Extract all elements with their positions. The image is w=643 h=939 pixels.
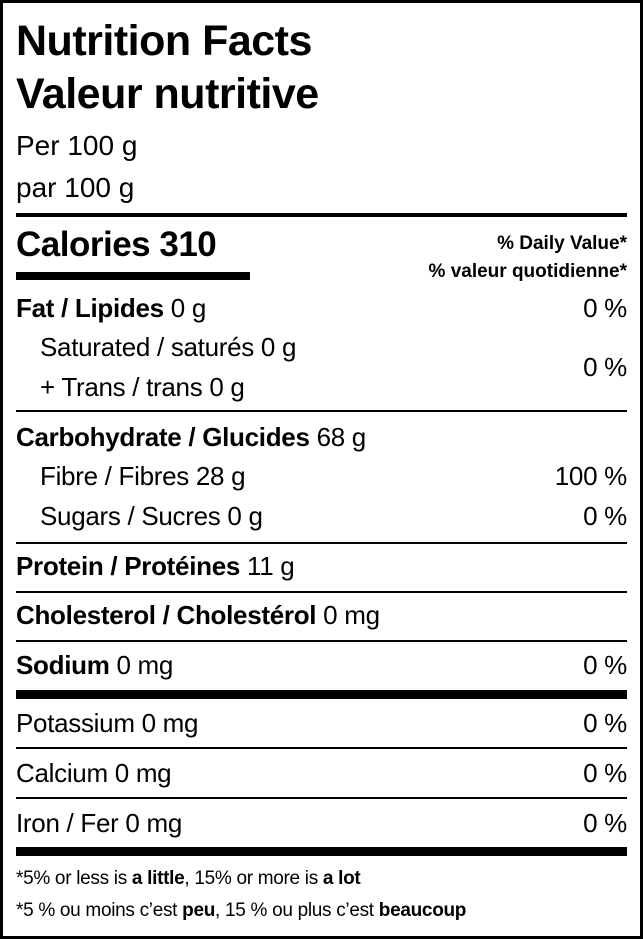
- dv-header-en: % Daily Value*: [497, 233, 627, 254]
- cholesterol-amount: 0 mg: [323, 600, 380, 630]
- cholesterol-label: Cholesterol / Cholestérol: [16, 600, 317, 630]
- saturated-label: Saturated / saturés 0 g: [40, 332, 297, 362]
- serving-en: Per 100 g: [16, 130, 138, 161]
- calories: Calories 310: [16, 224, 217, 266]
- footnote-bold: peu: [182, 900, 216, 921]
- calories-value: 310: [159, 225, 217, 264]
- carbohydrate-amount: 68 g: [316, 422, 367, 452]
- title-fr: Valeur nutritive: [16, 70, 319, 118]
- fat-dv: 0 %: [583, 293, 627, 323]
- footnote-en: *5% or less is a little, 15% or more is …: [16, 867, 361, 891]
- sodium-amount: 0 mg: [116, 650, 174, 680]
- calories-label: Calories: [16, 225, 151, 264]
- footnote-fr: *5 % ou moins c’est peu, 15 % ou plus c’…: [16, 899, 466, 923]
- divider-thick: [16, 847, 627, 856]
- row-sodium: Sodium 0 mg 0 %: [16, 650, 627, 680]
- divider: [16, 747, 627, 749]
- footnote-bold: beaucoup: [378, 900, 467, 921]
- fat-label: Fat / Lipides: [16, 293, 164, 323]
- row-fibre: Fibre / Fibres 28 g 100 %: [16, 461, 627, 491]
- row-saturated: Saturated / saturés 0 g: [16, 332, 627, 362]
- dv-header: % Daily Value* % valeur quotidienne*: [429, 230, 627, 286]
- row-cholesterol: Cholesterol / Cholestérol 0 mg: [16, 600, 627, 630]
- divider-thick: [16, 690, 627, 699]
- trans-label: + Trans / trans 0 g: [40, 372, 245, 402]
- potassium-label: Potassium 0 mg: [16, 708, 199, 738]
- serving-fr: par 100 g: [16, 172, 135, 203]
- row-iron: Iron / Fer 0 mg 0 %: [16, 808, 627, 838]
- title-en: Nutrition Facts: [16, 17, 312, 65]
- protein-label: Protein / Protéines: [16, 551, 241, 581]
- divider: [16, 591, 627, 593]
- fibre-dv: 100 %: [554, 461, 628, 491]
- row-calcium: Calcium 0 mg 0 %: [16, 758, 627, 788]
- potassium-dv: 0 %: [583, 708, 627, 738]
- fat-amount: 0 g: [170, 293, 207, 323]
- divider: [16, 797, 627, 799]
- calcium-label: Calcium 0 mg: [16, 758, 172, 788]
- divider-thick: [16, 213, 627, 217]
- divider: [16, 410, 627, 412]
- iron-dv: 0 %: [583, 808, 627, 838]
- iron-label: Iron / Fer 0 mg: [16, 808, 182, 838]
- sugars-label: Sugars / Sucres 0 g: [40, 501, 263, 531]
- sat-trans-dv: 0 %: [583, 352, 627, 382]
- carbohydrate-label: Carbohydrate / Glucides: [16, 422, 310, 452]
- footnote-text: *5% or less is: [16, 868, 132, 889]
- footnote-bold: a lot: [322, 868, 361, 889]
- divider: [16, 542, 627, 544]
- row-potassium: Potassium 0 mg 0 %: [16, 708, 627, 738]
- calcium-dv: 0 %: [583, 758, 627, 788]
- calories-underline: [16, 272, 250, 280]
- row-fat: Fat / Lipides 0 g 0 %: [16, 293, 627, 323]
- sodium-label: Sodium: [16, 650, 110, 680]
- fibre-label: Fibre / Fibres 28 g: [40, 461, 246, 491]
- protein-amount: 11 g: [246, 551, 295, 581]
- sugars-dv: 0 %: [583, 501, 627, 531]
- footnote-text: *5 % ou moins c’est: [16, 900, 183, 921]
- row-sugars: Sugars / Sucres 0 g 0 %: [16, 501, 627, 531]
- row-trans: + Trans / trans 0 g: [16, 372, 627, 402]
- footnote-text: , 15 % ou plus c’est: [215, 900, 379, 921]
- footnote-text: , 15% or more is: [184, 868, 323, 889]
- divider: [16, 640, 627, 642]
- row-carbohydrate: Carbohydrate / Glucides 68 g: [16, 422, 627, 452]
- dv-header-fr: % valeur quotidienne*: [428, 261, 627, 282]
- row-protein: Protein / Protéines 11 g: [16, 551, 627, 581]
- footnote-bold: a little: [131, 868, 185, 889]
- sodium-dv: 0 %: [583, 650, 627, 680]
